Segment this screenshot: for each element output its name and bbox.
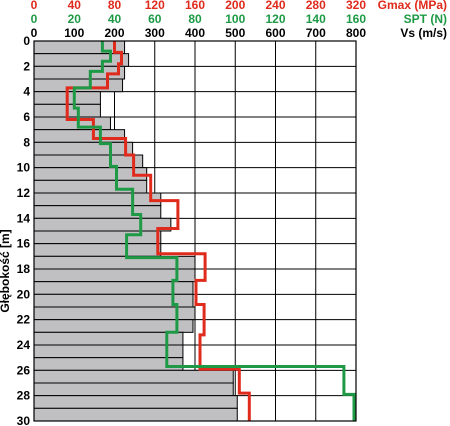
spt-tick-label: 20 <box>68 12 82 26</box>
vs-bar <box>33 281 194 295</box>
vs-bar <box>33 217 172 232</box>
vs-tick-label: 200 <box>104 26 124 40</box>
depth-tick-label: 18 <box>17 262 31 276</box>
vs-bar <box>33 382 234 397</box>
vs-bar <box>33 141 134 156</box>
vs-bar <box>33 192 162 207</box>
vs-bar <box>33 243 162 257</box>
vs-tick-label: 400 <box>185 26 205 40</box>
vs-tick-label: 500 <box>225 26 245 40</box>
vs-bar <box>33 154 144 169</box>
vs-tick-label: 0 <box>31 26 38 40</box>
depth-tick-label: 10 <box>17 161 31 175</box>
depth-tick-label: 28 <box>17 389 31 403</box>
vs-bar <box>33 407 238 422</box>
spt-line <box>72 41 356 421</box>
gmax-tick-label: 280 <box>306 0 326 12</box>
depth-tick-label: 6 <box>23 110 30 124</box>
depth-tick-label: 16 <box>17 237 31 251</box>
spt-tick-label: 40 <box>108 12 122 26</box>
vs-bar <box>33 179 148 194</box>
depth-tick-label: 4 <box>23 85 30 99</box>
gmax-tick-label: 0 <box>31 0 38 12</box>
spt-tick-label: 80 <box>188 12 202 26</box>
depth-tick-label: 26 <box>17 363 31 377</box>
gmax-tick-label: 240 <box>265 0 285 12</box>
depth-tick-label: 30 <box>17 414 31 426</box>
spt-tick-label: 120 <box>265 12 285 26</box>
spt-tick-label: 0 <box>31 12 38 26</box>
depth-tick-label: 20 <box>17 287 31 301</box>
vs-bar <box>33 78 124 93</box>
depth-tick-label: 8 <box>23 135 30 149</box>
vs-bars <box>33 40 238 422</box>
vs-axis-title: Vs (m/s) <box>400 26 447 40</box>
vs-bar <box>33 167 148 181</box>
spt-tick-label: 100 <box>225 12 245 26</box>
spt-tick-label: 160 <box>346 12 366 26</box>
spt-tick-label: 140 <box>306 12 326 26</box>
vs-bar <box>33 306 196 321</box>
vs-bar <box>33 344 184 359</box>
vs-bar <box>33 129 126 143</box>
gmax-tick-label: 160 <box>185 0 205 12</box>
depth-tick-label: 24 <box>17 338 31 352</box>
series-lines <box>65 41 356 421</box>
top-axes: 0 40 80 120 160 200 240 280 320 Gmax (MPa)0 20 40 60… <box>31 0 447 40</box>
vs-bar <box>33 357 184 371</box>
gmax-tick-label: 40 <box>68 0 82 12</box>
plot-frame <box>33 40 357 422</box>
vs-bar <box>33 395 238 409</box>
vs-bar <box>33 53 130 67</box>
depth-tick-label: 2 <box>23 59 30 73</box>
gmax-tick-label: 80 <box>108 0 122 12</box>
gmax-tick-label: 200 <box>225 0 245 12</box>
y-axis-label: Głębokość [m] <box>0 229 12 312</box>
vs-bar <box>33 293 194 308</box>
vs-tick-label: 600 <box>265 26 285 40</box>
depth-tick-label: 12 <box>17 186 31 200</box>
vs-tick-label: 300 <box>145 26 165 40</box>
spt-axis-title: SPT (N) <box>404 12 447 26</box>
depth-tick-label: 14 <box>17 211 31 225</box>
vs-bar <box>33 369 234 384</box>
gmax-tick-label: 120 <box>145 0 165 12</box>
depth-tick-label: 0 <box>23 34 30 48</box>
vs-tick-label: 700 <box>306 26 326 40</box>
vs-bar <box>33 268 196 283</box>
depth-tick-label: 22 <box>17 313 31 327</box>
vs-tick-label: 800 <box>346 26 366 40</box>
vs-tick-label: 100 <box>64 26 84 40</box>
vs-bar <box>33 331 184 346</box>
gmax-tick-label: 320 <box>346 0 366 12</box>
spt-tick-label: 60 <box>148 12 162 26</box>
vs-bar <box>33 319 194 333</box>
gmax-line <box>65 41 251 421</box>
gmax-axis-title: Gmax (MPa) <box>378 0 447 12</box>
